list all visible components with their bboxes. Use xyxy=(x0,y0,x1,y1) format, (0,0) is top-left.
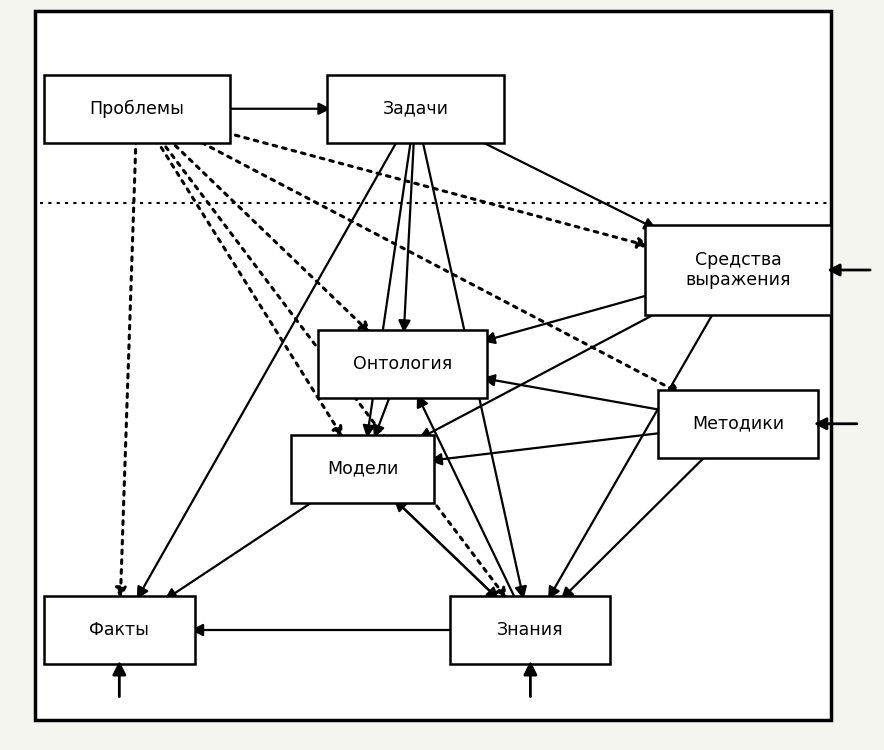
FancyBboxPatch shape xyxy=(645,225,831,315)
Text: Проблемы: Проблемы xyxy=(89,100,185,118)
FancyBboxPatch shape xyxy=(292,435,433,502)
FancyBboxPatch shape xyxy=(326,75,504,142)
Text: Задачи: Задачи xyxy=(383,100,448,118)
FancyBboxPatch shape xyxy=(44,596,195,664)
FancyBboxPatch shape xyxy=(318,330,486,398)
Text: Факты: Факты xyxy=(89,621,149,639)
Text: Методики: Методики xyxy=(692,415,784,433)
Text: Средства
выражения: Средства выражения xyxy=(685,251,791,290)
FancyBboxPatch shape xyxy=(658,390,819,458)
FancyBboxPatch shape xyxy=(451,596,610,664)
Text: Онтология: Онтология xyxy=(353,355,452,373)
Text: Знания: Знания xyxy=(497,621,564,639)
FancyBboxPatch shape xyxy=(44,75,230,142)
Text: Модели: Модели xyxy=(327,460,398,478)
